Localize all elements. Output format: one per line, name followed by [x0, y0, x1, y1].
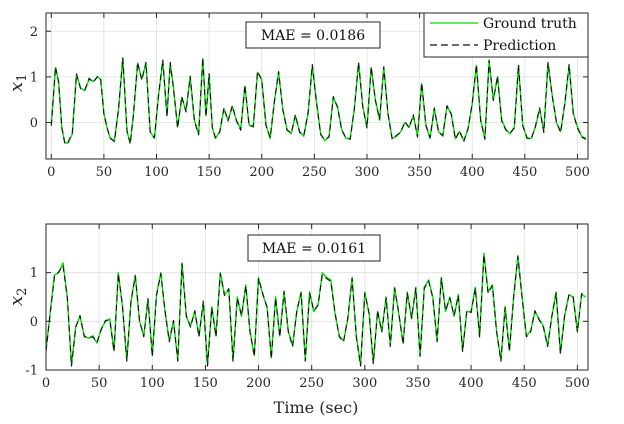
annotation-text-x2: MAE = 0.0161 — [262, 241, 366, 257]
series-prediction-x2 — [46, 254, 587, 367]
ytick-label-x2: -1 — [25, 364, 38, 379]
ylabel-x1: x1 — [6, 74, 30, 92]
ytick-label-x2: 0 — [30, 315, 38, 330]
axes-x1: 0 50 100 150 200 250 300 350 400 450 500 0 1 2 x1 MAE… — [6, 12, 590, 180]
xtick-label-x2: 250 — [299, 376, 324, 391]
legend-box — [423, 12, 589, 58]
xtick-label-x1: 50 — [96, 165, 113, 180]
annotation-mae-x1: MAE = 0.0186 — [245, 21, 381, 49]
ytick-label-x1: 1 — [30, 70, 38, 85]
xtick-label-x1: 400 — [460, 165, 485, 180]
axes-frame-x1 — [45, 12, 589, 160]
annotation-box-x2 — [247, 234, 381, 262]
ticks-x2: 0 50 100 150 200 250 300 350 400 450 500 -1 0 1 — [25, 224, 590, 391]
xtick-label-x1: 450 — [512, 165, 537, 180]
ytick-label-x1: 0 — [30, 116, 38, 131]
xtick-label-x1: 150 — [197, 165, 222, 180]
ytick-label-x1: 2 — [30, 25, 38, 40]
xtick-label-x2: 450 — [512, 376, 537, 391]
annotation-mae-x2: MAE = 0.0161 — [247, 234, 381, 262]
xtick-label-x2: 200 — [246, 376, 271, 391]
ylabel-x2: x2 — [6, 288, 30, 306]
legend-label-ground-truth: Ground truth — [483, 16, 577, 32]
xtick-label-x2: 0 — [42, 376, 50, 391]
annotation-box-x1 — [245, 21, 381, 49]
ylabel-main-x2: x — [6, 296, 27, 306]
ylabel-main-x1: x — [6, 82, 27, 92]
xtick-label-x1: 200 — [249, 165, 274, 180]
plot-area-x2 — [46, 252, 587, 367]
series-prediction-x1 — [50, 57, 587, 145]
xtick-label-x2: 100 — [140, 376, 165, 391]
xtick-label-x2: 400 — [459, 376, 484, 391]
ylabel-sub-x1: 1 — [15, 74, 30, 82]
xtick-label-x1: 250 — [302, 165, 327, 180]
xtick-label-x2: 300 — [352, 376, 377, 391]
xtick-label-x1: 300 — [355, 165, 380, 180]
axes-frame-x2 — [45, 223, 589, 371]
annotation-text-x1: MAE = 0.0186 — [261, 28, 365, 44]
legend: Ground truth Prediction — [423, 12, 589, 58]
xtick-label-x2: 350 — [406, 376, 431, 391]
xtick-label-x1: 350 — [407, 165, 432, 180]
xtick-label-x2: 150 — [193, 376, 218, 391]
xtick-label-x2: 50 — [91, 376, 108, 391]
ytick-label-x2: 1 — [30, 266, 38, 281]
xtick-label-x1: 0 — [47, 165, 55, 180]
plot-area-x1 — [50, 57, 587, 145]
xtick-label-x1: 100 — [144, 165, 169, 180]
legend-label-prediction: Prediction — [483, 38, 556, 54]
xlabel-time: Time (sec) — [274, 398, 359, 417]
xtick-label-x2: 500 — [565, 376, 590, 391]
ticks-x1: 0 50 100 150 200 250 300 350 400 450 500 0 1 2 — [30, 13, 590, 180]
ylabel-sub-x2: 2 — [15, 288, 30, 296]
xtick-label-x1: 500 — [565, 165, 590, 180]
axes-x2: 0 50 100 150 200 250 300 350 400 450 500 -1 0 1 x2 MA… — [6, 223, 590, 417]
